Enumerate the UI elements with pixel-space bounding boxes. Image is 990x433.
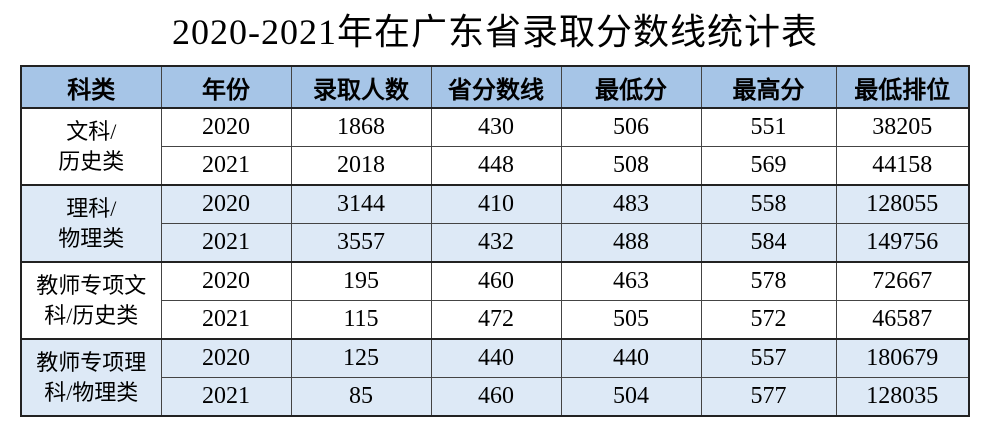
score-table: 科类 年份 录取人数 省分数线 最低分 最高分 最低排位 文科/历史类 2020 1868 430… xyxy=(20,65,970,417)
data-cell: 180679 xyxy=(835,338,970,378)
data-cell: 2020 xyxy=(160,107,292,147)
data-cell: 46587 xyxy=(835,300,970,340)
data-cell: 463 xyxy=(560,261,702,301)
data-cell: 2021 xyxy=(160,223,292,263)
header-cell: 最高分 xyxy=(700,65,837,109)
category-cell: 文科/历史类 xyxy=(20,107,162,186)
data-cell: 2020 xyxy=(160,338,292,378)
data-cell: 128035 xyxy=(835,377,970,417)
data-cell: 569 xyxy=(700,146,837,186)
data-cell: 558 xyxy=(700,184,837,224)
data-cell: 85 xyxy=(290,377,432,417)
table-row: 2021 115 472 505 572 46587 xyxy=(21,300,970,340)
data-cell: 440 xyxy=(560,338,702,378)
data-cell: 460 xyxy=(430,261,562,301)
data-cell: 195 xyxy=(290,261,432,301)
category-cell: 教师专项理科/物理类 xyxy=(20,338,162,417)
category-label-line: 教师专项文 xyxy=(36,272,147,298)
data-cell: 125 xyxy=(290,338,432,378)
data-cell: 504 xyxy=(560,377,702,417)
category-label-line: 历史类 xyxy=(58,148,125,174)
table-row: 文科/历史类 2020 1868 430 506 551 38205 xyxy=(20,107,970,186)
category-label-line: 科/历史类 xyxy=(44,302,139,328)
header-cell: 科类 xyxy=(20,65,162,109)
data-cell: 2018 xyxy=(290,146,432,186)
table-row: 2021 3557 432 488 584 149756 xyxy=(21,223,970,263)
header-cell: 最低分 xyxy=(560,65,702,109)
header-row: 科类 年份 录取人数 省分数线 最低分 最高分 最低排位 xyxy=(20,65,970,109)
data-cell: 44158 xyxy=(835,146,970,186)
category-label-line: 科/物理类 xyxy=(44,379,139,405)
data-cell: 2020 xyxy=(160,184,292,224)
header-cell: 录取人数 xyxy=(290,65,432,109)
header-cell: 省分数线 xyxy=(430,65,562,109)
data-cell: 2021 xyxy=(160,146,292,186)
data-cell: 2021 xyxy=(160,377,292,417)
table-row: 教师专项理 科/物理类 2020 125 440 440 557 180679 xyxy=(20,338,970,417)
data-cell: 508 xyxy=(560,146,702,186)
data-cell: 577 xyxy=(700,377,837,417)
data-cell: 410 xyxy=(430,184,562,224)
data-cell: 557 xyxy=(700,338,837,378)
table-body: 文科/历史类 2020 1868 430 506 551 38205 2021 2018 448 5… xyxy=(20,107,970,417)
header-cell: 年份 xyxy=(160,65,292,109)
data-cell: 149756 xyxy=(835,223,970,263)
data-cell: 551 xyxy=(700,107,837,147)
data-cell: 440 xyxy=(430,338,562,378)
data-cell: 505 xyxy=(560,300,702,340)
table-row: 2021 85 460 504 577 128035 xyxy=(21,377,970,417)
data-cell: 38205 xyxy=(835,107,970,147)
category-label-line: 文科/ xyxy=(66,118,117,144)
data-cell: 460 xyxy=(430,377,562,417)
data-cell: 472 xyxy=(430,300,562,340)
table-row: 教师专项文 科/历史类 2020 195 460 463 578 72667 xyxy=(20,261,970,340)
table-row: 2021 2018 448 508 569 44158 xyxy=(21,146,970,186)
category-cell: 理科/物理类 xyxy=(20,184,162,263)
data-cell: 128055 xyxy=(835,184,970,224)
table-row: 理科/物理类 2020 3144 410 483 558 128055 xyxy=(20,184,970,263)
data-cell: 2021 xyxy=(160,300,292,340)
data-cell: 1868 xyxy=(290,107,432,147)
data-cell: 572 xyxy=(700,300,837,340)
category-label-line: 教师专项理 xyxy=(36,349,147,375)
data-cell: 3144 xyxy=(290,184,432,224)
data-cell: 506 xyxy=(560,107,702,147)
data-cell: 115 xyxy=(290,300,432,340)
header-cell: 最低排位 xyxy=(835,65,970,109)
data-cell: 3557 xyxy=(290,223,432,263)
data-cell: 488 xyxy=(560,223,702,263)
data-cell: 584 xyxy=(700,223,837,263)
category-cell: 教师专项文科/历史类 xyxy=(20,261,162,340)
table-title: 2020-2021年在广东省录取分数线统计表 xyxy=(172,12,818,52)
data-cell: 2020 xyxy=(160,261,292,301)
data-cell: 430 xyxy=(430,107,562,147)
category-label-line: 理科/ xyxy=(66,195,117,221)
data-cell: 483 xyxy=(560,184,702,224)
data-cell: 578 xyxy=(700,261,837,301)
data-cell: 448 xyxy=(430,146,562,186)
data-cell: 432 xyxy=(430,223,562,263)
category-label-line: 物理类 xyxy=(58,225,125,251)
data-cell: 72667 xyxy=(835,261,970,301)
